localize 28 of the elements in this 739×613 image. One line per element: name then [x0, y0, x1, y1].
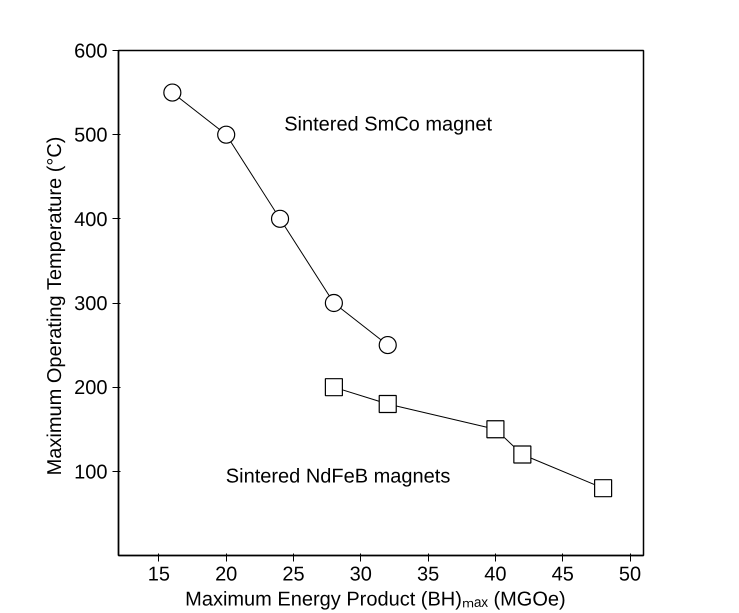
y-tick-label: 300: [74, 293, 108, 315]
point: [378, 394, 397, 414]
text: Sintered SmCo magnet: [284, 114, 493, 136]
x-tick-label: 45: [552, 564, 574, 586]
x-tick-label: 50: [618, 564, 642, 586]
x-tick-label: 20: [215, 564, 238, 586]
x-tick-label: 15: [148, 564, 170, 586]
point: [486, 420, 505, 438]
text: Sintered NdFeB magnets: [226, 466, 450, 488]
x-tick-label: 30: [350, 564, 372, 586]
x-tick-label: 40: [484, 564, 507, 586]
point: [270, 210, 290, 228]
x-axis-title: Maximum Energy Product (BH)ₘₐₓ (MGOe): [185, 588, 566, 610]
point: [217, 126, 236, 144]
point: [324, 378, 343, 396]
point: [594, 479, 612, 498]
point: [324, 294, 343, 312]
point: [513, 445, 532, 464]
y-tick-label: 400: [74, 208, 108, 231]
y-tick-label: 200: [74, 377, 108, 400]
x-tick-label: 25: [282, 564, 305, 586]
y-axis-title: Maximum Operating Temperature (°C): [44, 136, 66, 476]
y-tick-label: 100: [74, 461, 108, 484]
x-tick-label: 35: [416, 564, 440, 586]
y-tick-label: 500: [74, 124, 108, 147]
point: [163, 84, 182, 102]
y-tick-label: 600: [74, 40, 108, 62]
point: [378, 336, 397, 354]
